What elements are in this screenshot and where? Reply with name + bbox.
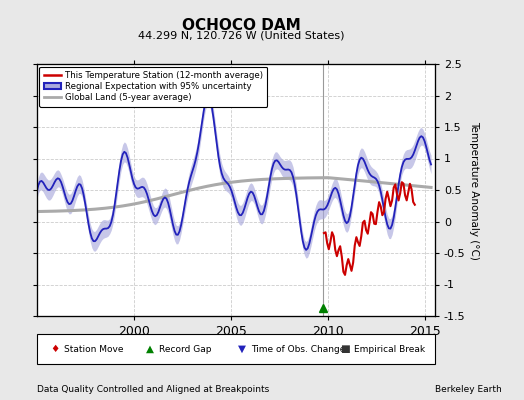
Text: OCHOCO DAM: OCHOCO DAM [182,18,300,33]
Text: Empirical Break: Empirical Break [354,344,425,354]
Text: Station Move: Station Move [64,344,123,354]
Text: ▲: ▲ [146,344,154,354]
Text: Time of Obs. Change: Time of Obs. Change [251,344,345,354]
Text: Record Gap: Record Gap [159,344,212,354]
Text: ♦: ♦ [50,344,59,354]
Text: ■: ■ [341,344,350,354]
Text: Berkeley Earth: Berkeley Earth [435,386,501,394]
Y-axis label: Temperature Anomaly (°C): Temperature Anomaly (°C) [470,120,479,260]
Text: Data Quality Controlled and Aligned at Breakpoints: Data Quality Controlled and Aligned at B… [37,386,269,394]
Legend: This Temperature Station (12-month average), Regional Expectation with 95% uncer: This Temperature Station (12-month avera… [39,66,267,106]
Text: ▼: ▼ [238,344,246,354]
Text: 44.299 N, 120.726 W (United States): 44.299 N, 120.726 W (United States) [138,30,344,40]
